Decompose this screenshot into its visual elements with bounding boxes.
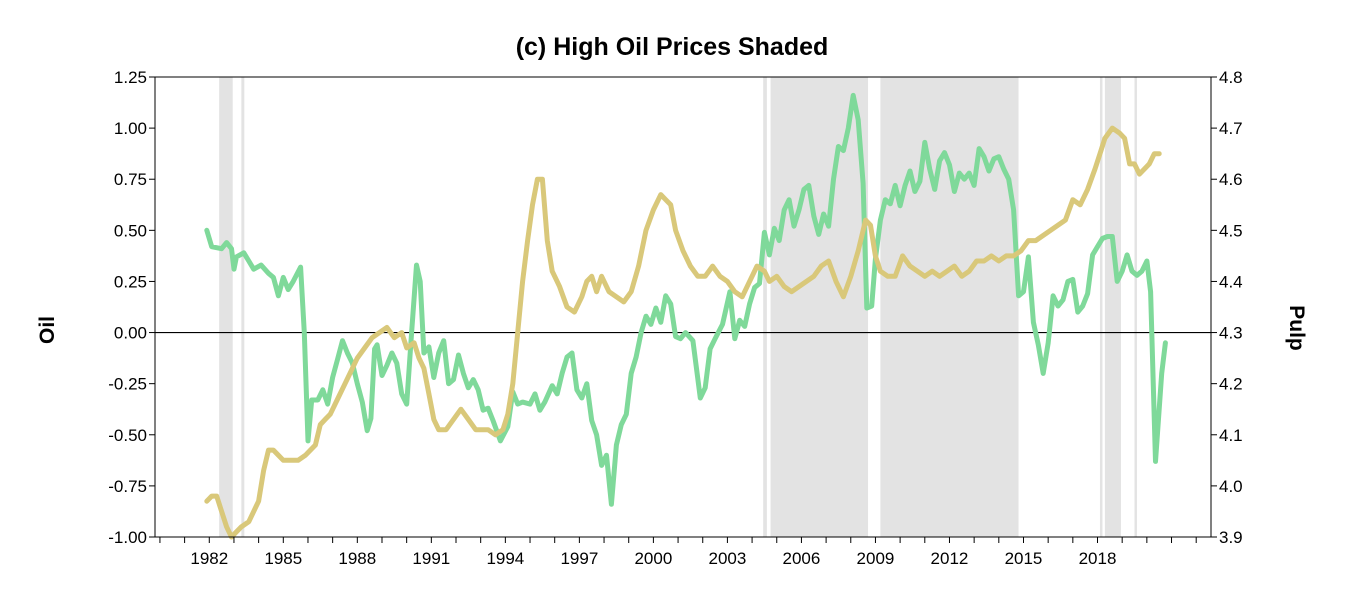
x-tick-label: 1994 (486, 549, 524, 568)
left-y-axis: 1.25 1.00 0.75 0.50 0.25 0.00 -0.25 -0.50 -0.75 -… (108, 68, 155, 547)
right-tick-label: 4.3 (1219, 324, 1243, 343)
left-tick-label: -0.50 (108, 426, 147, 445)
x-tick-label: 2003 (708, 549, 746, 568)
shaded-period-0 (219, 77, 233, 537)
x-tick-label: 2009 (857, 549, 895, 568)
right-tick-label: 4.8 (1219, 68, 1243, 87)
right-tick-label: 4.7 (1219, 119, 1243, 138)
right-axis-label: Pulp (1285, 305, 1308, 351)
x-tick-label: 1988 (338, 549, 376, 568)
shaded-period-1 (241, 77, 245, 537)
x-tick-label: 1997 (560, 549, 598, 568)
x-tick-label: 2012 (931, 549, 969, 568)
x-tick-label: 1982 (190, 549, 228, 568)
left-tick-label: 1.25 (114, 68, 147, 87)
right-tick-label: 4.2 (1219, 375, 1243, 394)
plot-frame (154, 76, 1212, 538)
left-tick-label: -0.75 (108, 477, 147, 496)
x-axis: 1982 1985 1988 1991 1994 1997 2000 2003 2006 2009… (159, 537, 1197, 568)
shaded-period-5 (1099, 77, 1103, 537)
x-tick-label: 2006 (783, 549, 821, 568)
left-tick-label: -0.25 (108, 375, 147, 394)
shaded-period-3 (770, 77, 869, 537)
series-line-pulp (204, 125, 1162, 540)
shaded-period-6 (1104, 77, 1121, 537)
left-tick-label: 0.50 (114, 221, 147, 240)
right-tick-label: 3.9 (1219, 528, 1243, 547)
right-tick-label: 4.1 (1219, 426, 1243, 445)
x-tick-label: 1985 (264, 549, 302, 568)
series-lines (204, 92, 1168, 540)
shaded-period-7 (1134, 77, 1137, 537)
right-tick-label: 4.0 (1219, 477, 1243, 496)
x-tick-label: 2000 (634, 549, 672, 568)
series-line-oil (204, 92, 1168, 507)
left-tick-label: 0.75 (114, 170, 147, 189)
left-axis-label: Oil (36, 316, 59, 344)
shaded-periods (219, 77, 1137, 537)
right-y-axis: 4.8 4.7 4.6 4.5 4.4 4.3 4.2 4.1 4.0 3.9 (1211, 68, 1243, 547)
right-tick-label: 4.4 (1219, 272, 1243, 291)
right-tick-label: 4.5 (1219, 221, 1243, 240)
right-tick-label: 4.6 (1219, 170, 1243, 189)
left-tick-label: -1.00 (108, 528, 147, 547)
shaded-period-4 (880, 77, 1019, 537)
left-tick-label: 0.00 (114, 324, 147, 343)
shaded-period-2 (763, 77, 767, 537)
chart-title: (c) High Oil Prices Shaded (516, 33, 829, 61)
x-tick-label: 2015 (1005, 549, 1043, 568)
left-tick-label: 0.25 (114, 272, 147, 291)
x-tick-label: 2018 (1079, 549, 1117, 568)
left-tick-label: 1.00 (114, 119, 147, 138)
x-tick-label: 1991 (412, 549, 450, 568)
